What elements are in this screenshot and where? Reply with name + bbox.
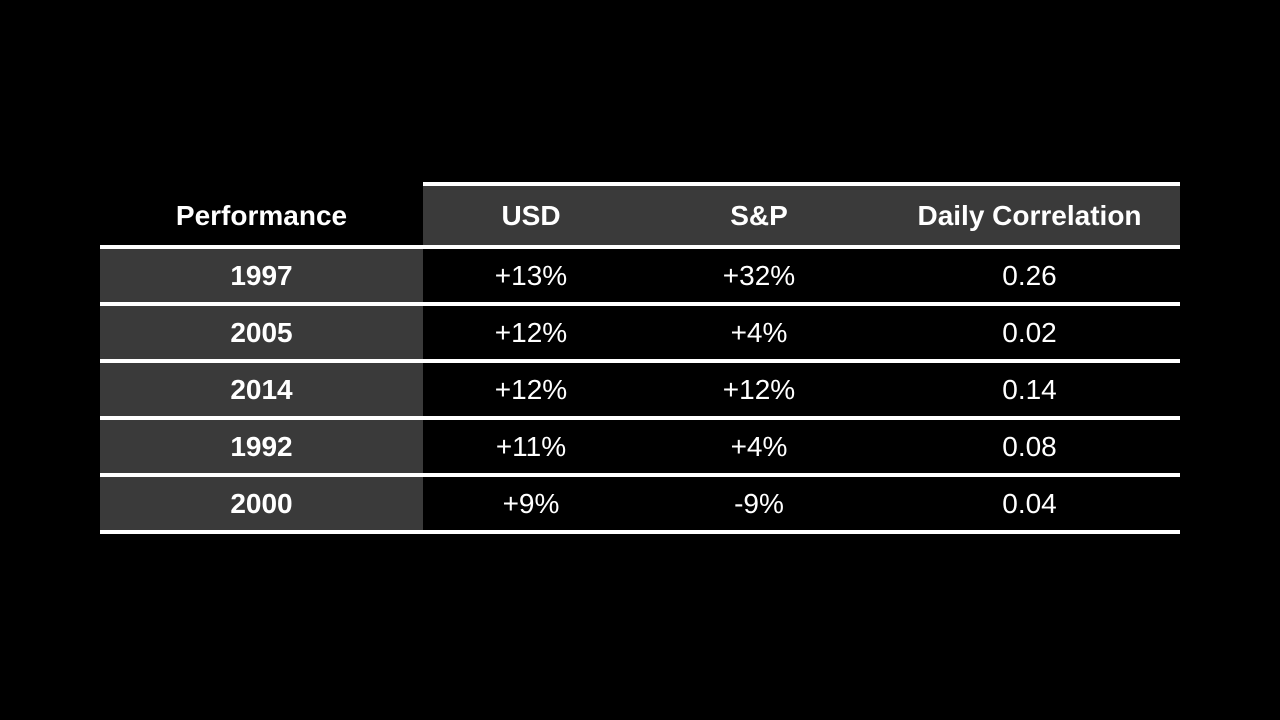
year-cell: 2000 bbox=[100, 477, 423, 530]
table-row: 2005 +12% +4% 0.02 bbox=[100, 306, 1180, 359]
sp-cell: +32% bbox=[722, 259, 796, 291]
correlation-cell: 0.02 bbox=[1002, 316, 1057, 348]
row-divider bbox=[100, 473, 1180, 477]
year-cell: 2005 bbox=[100, 306, 423, 359]
row-divider bbox=[100, 416, 1180, 420]
table-row: 1997 +13% +32% 0.26 bbox=[100, 249, 1180, 302]
correlation-cell: 0.26 bbox=[1002, 259, 1057, 291]
table-row: 2000 +9% -9% 0.04 bbox=[100, 477, 1180, 530]
header-sp: S&P bbox=[639, 182, 879, 245]
header-usd: USD bbox=[423, 182, 639, 245]
usd-cell: +11% bbox=[495, 430, 567, 462]
year-cell: 1997 bbox=[100, 249, 423, 302]
correlation-cell: 0.08 bbox=[1002, 430, 1057, 462]
sp-cell: +4% bbox=[730, 316, 788, 348]
row-divider bbox=[100, 359, 1180, 363]
row-divider bbox=[100, 245, 1180, 249]
table-row: 2014 +12% +12% 0.14 bbox=[100, 363, 1180, 416]
usd-cell: +9% bbox=[502, 487, 560, 519]
correlation-cell: 0.04 bbox=[1002, 487, 1057, 519]
table-header-row: Performance USD S&P Daily Correlation bbox=[100, 182, 1180, 245]
sp-cell: +4% bbox=[730, 430, 788, 462]
usd-cell: +12% bbox=[494, 316, 568, 348]
year-cell: 2014 bbox=[100, 363, 423, 416]
performance-table: Performance USD S&P Daily Correlation 19… bbox=[100, 182, 1180, 534]
table-bottom-border bbox=[100, 530, 1180, 534]
header-performance: Performance bbox=[175, 199, 348, 231]
table-row: 1992 +11% +4% 0.08 bbox=[100, 420, 1180, 473]
year-cell: 1992 bbox=[100, 420, 423, 473]
sp-cell: +12% bbox=[722, 373, 796, 405]
usd-cell: +12% bbox=[494, 373, 568, 405]
usd-cell: +13% bbox=[494, 259, 568, 291]
correlation-cell: 0.14 bbox=[1002, 373, 1057, 405]
row-divider bbox=[100, 302, 1180, 306]
header-daily-correlation: Daily Correlation bbox=[879, 182, 1180, 245]
sp-cell: -9% bbox=[734, 487, 784, 519]
